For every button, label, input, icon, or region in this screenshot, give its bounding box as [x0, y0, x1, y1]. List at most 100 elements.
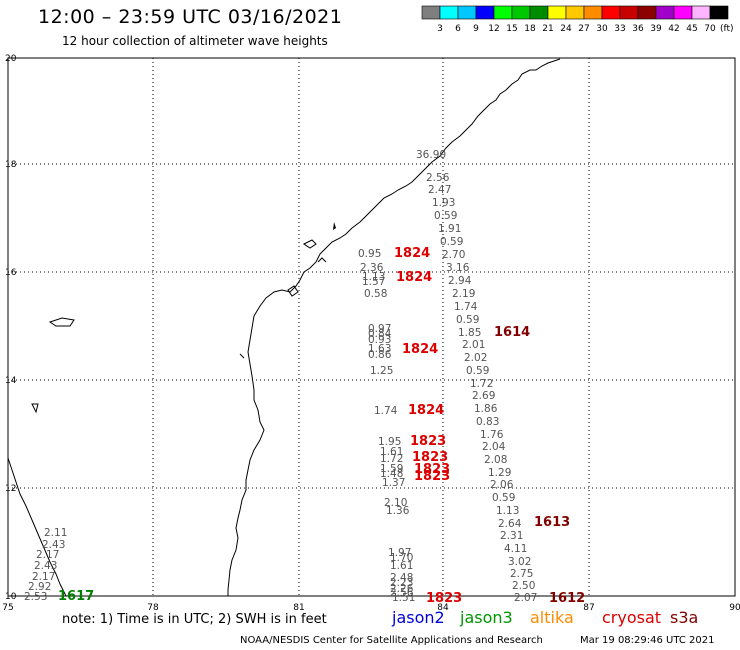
pass-time-label: 1823	[412, 450, 448, 465]
lon-tick: 90	[729, 603, 740, 613]
legend-swatch	[457, 5, 477, 20]
wave-height-value: 2.23	[390, 577, 413, 589]
lat-tick: 20	[5, 54, 17, 64]
wave-height-value: 1.59	[380, 463, 403, 475]
pass-time-labels: 1824182416141824182418231823182318231613…	[58, 246, 585, 606]
legend-swatch	[493, 5, 513, 20]
wave-height-value: 2.56	[390, 587, 414, 599]
color-scale-legend: 3 6 9 12 15 18 21 24 27 30 33 36 39 42 45 70 (ft)	[421, 5, 734, 34]
legend-swatch	[565, 5, 585, 20]
legend-swatch	[637, 5, 657, 20]
wave-height-value: 1.36	[386, 505, 410, 517]
wave-height-value: 2.64	[498, 518, 522, 530]
lat-lon-grid	[8, 58, 735, 596]
legend-label: 3	[437, 24, 443, 34]
wave-height-value: 2.17	[32, 571, 55, 583]
wave-height-value: 1.76	[480, 429, 504, 441]
legend-swatch	[619, 5, 639, 20]
wave-height-value: 1.85	[458, 327, 481, 339]
legend-label: 12	[488, 24, 499, 34]
legend-label: 24	[560, 24, 572, 34]
wave-height-value: 2.19	[452, 288, 475, 300]
wave-height-value: 0.59	[440, 236, 463, 248]
wave-height-value: 1.74	[454, 301, 478, 313]
lon-tick: 81	[293, 603, 304, 613]
legend-unit: (ft)	[720, 24, 734, 34]
lat-tick: 12	[5, 484, 16, 494]
lon-tick: 87	[583, 603, 594, 613]
wave-height-value: 2.70	[442, 249, 465, 261]
legend-swatch	[655, 5, 675, 20]
wave-height-value: 2.43	[42, 539, 65, 551]
wave-height-value: 1.74	[374, 405, 398, 417]
legend-label: 15	[506, 24, 517, 34]
wave-height-value: 0.97	[368, 323, 391, 335]
pass-time-label: 1824	[394, 246, 430, 261]
wave-height-value: 0.86	[368, 349, 392, 361]
inlet	[317, 257, 327, 263]
wave-height-value: 2.48	[390, 572, 413, 584]
latitude-labels: 10 12 14 16 18 20	[5, 54, 17, 602]
coastline-west	[7, 457, 67, 597]
wave-height-value: 3.16	[446, 262, 470, 274]
legend-swatch	[529, 5, 549, 20]
wave-height-value: 3.02	[508, 556, 531, 568]
wave-height-observations: 36.902.562.471.930.591.910.592.703.162.9…	[24, 149, 537, 604]
legend-swatch	[475, 5, 495, 20]
wave-height-value: 36.90	[416, 149, 446, 161]
wave-height-value: 1.13	[496, 505, 519, 517]
wave-height-value: 1.61	[390, 560, 413, 572]
legend-swatch	[583, 5, 603, 20]
coastline	[227, 58, 561, 596]
pass-time-label: 1823	[414, 462, 450, 477]
wave-height-value: 2.17	[36, 549, 59, 561]
satellite-jason2: jason2	[392, 608, 445, 627]
wave-height-value: 0.93	[368, 334, 391, 346]
wave-height-value: 2.43	[34, 560, 57, 572]
wave-height-value: 2.92	[28, 581, 51, 593]
inlet	[287, 285, 299, 297]
satellite-jason3: jason3	[460, 608, 513, 627]
legend-swatch	[691, 5, 711, 20]
legend-swatch	[439, 5, 459, 20]
wave-height-value: 0.59	[456, 314, 479, 326]
wave-height-value: 2.56	[426, 172, 450, 184]
wave-height-value: 2.75	[510, 568, 533, 580]
legend-label: 30	[596, 24, 608, 34]
lon-tick: 75	[2, 603, 13, 613]
wave-height-value: 2.02	[464, 352, 487, 364]
wave-height-value: 1.25	[370, 365, 393, 377]
wave-height-value: 2.10	[384, 497, 407, 509]
legend-label: 18	[524, 24, 536, 34]
pass-time-label: 1823	[426, 591, 462, 606]
legend-swatch	[673, 5, 693, 20]
wave-height-value: 2.50	[512, 580, 535, 592]
wave-height-value: 1.72	[470, 378, 493, 390]
legend-swatch	[601, 5, 621, 20]
lat-tick: 16	[5, 268, 17, 278]
wave-height-value: 2.69	[472, 390, 495, 402]
wave-height-value: 1.13	[362, 271, 385, 283]
pass-time-label: 1824	[408, 403, 444, 418]
generation-timestamp: Mar 19 08:29:46 UTC 2021	[580, 635, 715, 646]
island	[333, 222, 336, 230]
wave-height-value: 1.29	[488, 467, 511, 479]
wave-height-value: 0.58	[364, 288, 387, 300]
pass-time-label: 1612	[549, 591, 585, 606]
wave-height-value: 2.26	[390, 583, 414, 595]
wave-height-value: 1.95	[378, 436, 401, 448]
lat-tick: 18	[5, 160, 17, 170]
wave-height-value: 2.47	[428, 184, 451, 196]
inlet	[239, 353, 245, 359]
inlet	[31, 403, 39, 414]
wave-height-value: 2.53	[24, 591, 47, 603]
legend-swatch	[547, 5, 567, 20]
legend-label: 6	[455, 24, 461, 34]
lon-tick: 78	[147, 603, 159, 613]
pass-time-label: 1823	[410, 434, 446, 449]
wave-height-value: 0.83	[476, 416, 499, 428]
wave-height-value: 1.57	[362, 276, 385, 288]
legend-label: 27	[578, 24, 589, 34]
wave-height-value: 1.51	[392, 592, 415, 604]
wave-height-value: 1.70	[390, 552, 413, 564]
